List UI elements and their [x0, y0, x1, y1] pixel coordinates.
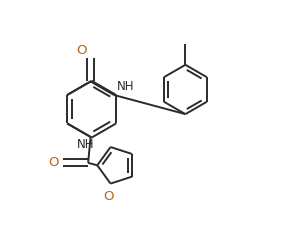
Text: O: O [49, 156, 59, 169]
Text: O: O [77, 44, 87, 57]
Text: NH: NH [77, 138, 94, 151]
Text: NH: NH [116, 80, 134, 93]
Text: O: O [103, 190, 113, 203]
